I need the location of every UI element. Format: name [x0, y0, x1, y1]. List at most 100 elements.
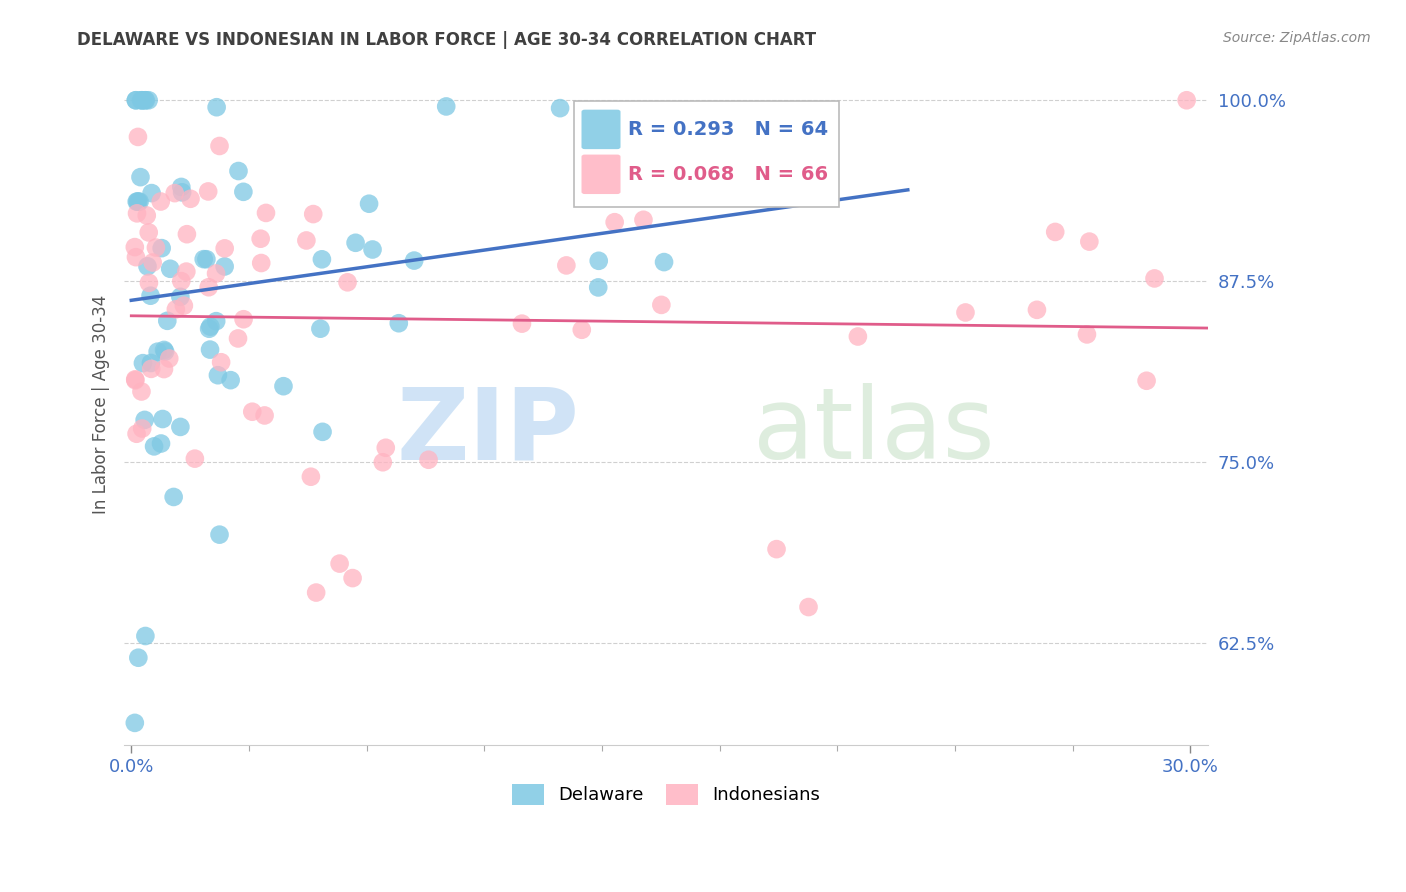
Point [129, 93, 152, 107]
Point [135, 209, 157, 223]
Point [232, 185, 254, 199]
Point [250, 256, 273, 270]
Point [124, 715, 146, 730]
Point [170, 180, 193, 194]
Point [157, 351, 180, 366]
Point [198, 343, 221, 357]
Point [205, 314, 228, 328]
Point [311, 425, 333, 439]
Point [374, 441, 396, 455]
Point [127, 194, 149, 209]
Point [571, 323, 593, 337]
Point [156, 314, 179, 328]
Point [226, 331, 249, 345]
FancyBboxPatch shape [582, 110, 620, 149]
Point [1045, 225, 1067, 239]
Point [127, 650, 149, 665]
Point [131, 93, 153, 107]
Point [214, 241, 236, 255]
Point [132, 356, 155, 370]
Point [299, 469, 322, 483]
Point [207, 368, 229, 383]
Point [336, 275, 359, 289]
Point [145, 241, 167, 255]
Point [125, 93, 148, 107]
Point [150, 436, 173, 450]
Point [128, 194, 150, 209]
Text: Source: ZipAtlas.com: Source: ZipAtlas.com [1223, 31, 1371, 45]
Point [150, 241, 173, 255]
Text: R = 0.293   N = 64: R = 0.293 N = 64 [628, 120, 828, 139]
Point [127, 194, 149, 209]
Point [311, 252, 333, 267]
Point [125, 93, 148, 107]
Point [141, 186, 163, 200]
Point [124, 240, 146, 254]
Y-axis label: In Labor Force | Age 30-34: In Labor Force | Age 30-34 [93, 294, 110, 514]
Point [124, 372, 146, 386]
Point [205, 100, 228, 114]
Point [142, 255, 165, 269]
Point [176, 264, 198, 278]
Point [208, 527, 231, 541]
Point [131, 384, 153, 399]
Point [125, 250, 148, 264]
Point [146, 344, 169, 359]
Point [633, 212, 655, 227]
Point [342, 571, 364, 585]
Point [846, 329, 869, 343]
Point [648, 185, 671, 199]
Point [1175, 93, 1198, 107]
Point [253, 409, 276, 423]
Point [134, 93, 156, 107]
Point [208, 139, 231, 153]
Point [797, 600, 820, 615]
Point [200, 319, 222, 334]
Point [169, 290, 191, 304]
Point [1135, 374, 1157, 388]
Point [357, 196, 380, 211]
FancyBboxPatch shape [582, 154, 620, 194]
Point [249, 232, 271, 246]
Text: R = 0.068   N = 66: R = 0.068 N = 66 [628, 165, 828, 184]
Point [143, 439, 166, 453]
Point [139, 289, 162, 303]
Point [197, 280, 219, 294]
Point [652, 255, 675, 269]
Point [139, 356, 162, 370]
Point [170, 274, 193, 288]
Point [1076, 327, 1098, 342]
Point [134, 629, 156, 643]
Point [273, 379, 295, 393]
Point [184, 451, 207, 466]
Point [163, 490, 186, 504]
Point [205, 267, 228, 281]
Point [153, 362, 176, 376]
Point [1143, 271, 1166, 285]
Point [195, 252, 218, 267]
Text: atlas: atlas [752, 383, 994, 480]
Point [198, 322, 221, 336]
Point [141, 362, 163, 376]
Point [138, 226, 160, 240]
Point [232, 312, 254, 326]
Point [344, 235, 367, 250]
Point [124, 373, 146, 387]
Point [165, 302, 187, 317]
Point [305, 585, 328, 599]
Point [418, 452, 440, 467]
Point [193, 252, 215, 267]
Point [173, 299, 195, 313]
Point [295, 234, 318, 248]
Point [329, 557, 352, 571]
Point [1026, 302, 1049, 317]
Point [152, 412, 174, 426]
Point [197, 185, 219, 199]
Point [586, 280, 609, 294]
Point [650, 298, 672, 312]
Point [214, 260, 236, 274]
Point [555, 259, 578, 273]
Point [135, 93, 157, 107]
Point [129, 170, 152, 185]
Point [149, 194, 172, 209]
